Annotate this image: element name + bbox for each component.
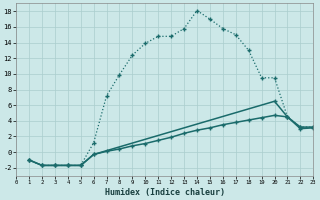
- X-axis label: Humidex (Indice chaleur): Humidex (Indice chaleur): [105, 188, 225, 197]
